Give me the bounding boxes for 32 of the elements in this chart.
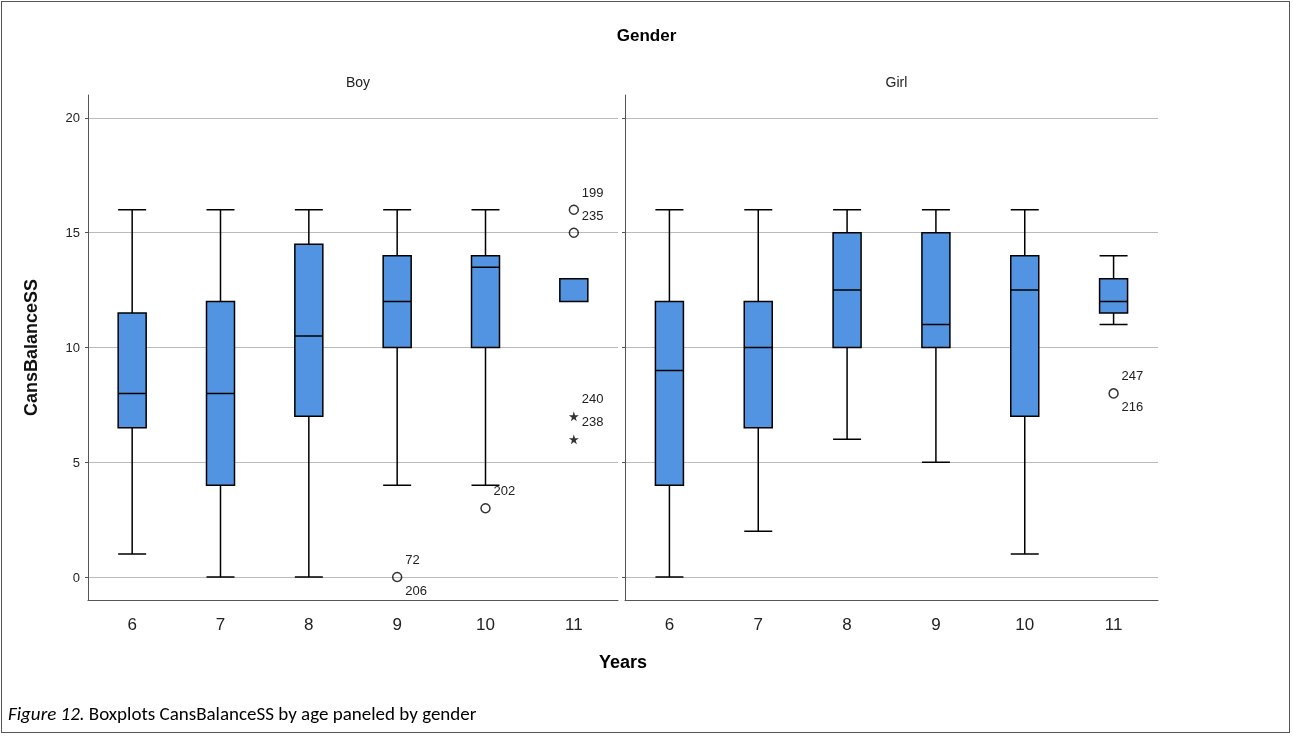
annotation: 216 xyxy=(1121,399,1144,415)
chart-subtitle: Boy xyxy=(345,74,371,90)
x-tick-label: 11 xyxy=(565,615,583,634)
x-tick-label: 9 xyxy=(931,615,941,634)
x-tick-label: 7 xyxy=(753,615,763,634)
x-tick-label: 8 xyxy=(842,615,852,634)
y-tick-label: 10 xyxy=(65,340,80,355)
x-tick-label: 7 xyxy=(215,615,226,634)
annotation: 72 xyxy=(405,552,420,568)
x-tick-label: 9 xyxy=(392,615,402,634)
x-tick-label: 11 xyxy=(1104,615,1123,634)
annotation: 238 xyxy=(581,414,604,430)
chart-subtitle: Girl xyxy=(885,74,908,90)
y-tick-label: 20 xyxy=(65,110,80,126)
annotation: 206 xyxy=(405,583,427,599)
y-tick-label: 5 xyxy=(72,454,80,470)
caption: Figure 12. Boxplots CansBalanceSS by age paneled by gender xyxy=(8,702,477,725)
annotation: 199 xyxy=(581,184,604,200)
x-tick-label: 10 xyxy=(1015,615,1035,634)
annotation: 240 xyxy=(581,391,604,407)
y-tick-label: 15 xyxy=(65,225,80,241)
x-axis-title: Years xyxy=(597,652,649,673)
annotation: 247 xyxy=(1121,368,1144,384)
y-axis-title: CansBalanceSS xyxy=(21,278,41,417)
annotation: 235 xyxy=(581,207,604,223)
x-tick-label: 6 xyxy=(127,615,137,634)
x-tick-label: 8 xyxy=(304,615,314,634)
x-tick-label: 6 xyxy=(664,615,675,634)
chart-title: Gender xyxy=(615,26,678,46)
x-tick-label: 10 xyxy=(476,615,495,634)
annotation: 202 xyxy=(493,483,516,499)
y-tick-label: 0 xyxy=(72,569,80,585)
